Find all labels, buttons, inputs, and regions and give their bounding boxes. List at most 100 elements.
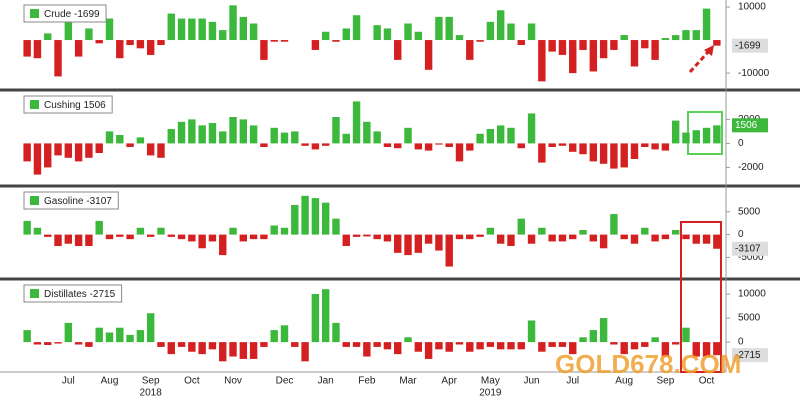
bar: [599, 234, 608, 249]
year-label: 2018: [140, 388, 163, 399]
bar: [208, 21, 217, 41]
bar: [54, 40, 62, 77]
bar: [496, 234, 505, 244]
legend-label: Gasoline -3107: [44, 196, 112, 207]
bar: [445, 234, 453, 267]
bar: [291, 131, 299, 144]
x-tick-label: Apr: [441, 376, 457, 387]
bar: [260, 143, 268, 147]
bar: [260, 342, 268, 347]
x-tick-label: Feb: [358, 376, 376, 387]
bar: [373, 342, 381, 347]
x-tick-label: Jun: [523, 376, 539, 387]
bar: [239, 16, 248, 41]
bar: [702, 127, 711, 144]
bar: [146, 143, 155, 156]
bar: [342, 28, 350, 41]
bar: [671, 230, 680, 235]
bar: [177, 121, 186, 144]
bar: [445, 342, 453, 352]
bar: [424, 342, 433, 359]
legend-box: [23, 95, 113, 114]
bar: [579, 143, 587, 155]
bar: [239, 342, 248, 359]
bar: [455, 143, 464, 162]
legend-label: Distillates -2715: [44, 289, 116, 300]
last-value-label: -2715: [735, 350, 761, 361]
bar: [558, 234, 567, 242]
bar: [95, 327, 103, 343]
bar: [692, 130, 700, 144]
bar: [352, 234, 361, 237]
bar: [126, 334, 134, 343]
x-tick-label: Mar: [399, 376, 417, 387]
bar: [569, 234, 577, 240]
legend-name: Distillates: [44, 289, 87, 300]
bar: [486, 21, 495, 41]
x-tick-label: May: [481, 376, 500, 387]
bar: [229, 5, 237, 41]
bar: [641, 40, 649, 49]
bar: [682, 327, 690, 343]
bar: [146, 234, 155, 237]
y-tick-label: 5000: [738, 313, 761, 324]
legend-box: [23, 191, 119, 210]
bar: [579, 230, 587, 235]
bar: [311, 198, 320, 235]
bar: [291, 342, 299, 347]
bar: [198, 18, 206, 41]
bar: [692, 30, 700, 41]
bar: [569, 40, 577, 74]
bar: [466, 143, 474, 151]
legend-box: [23, 284, 123, 303]
bar: [466, 234, 474, 240]
bar: [589, 40, 598, 72]
bar: [85, 342, 93, 347]
bar: [527, 113, 536, 144]
bar: [157, 342, 165, 347]
bar: [702, 234, 711, 244]
bar: [33, 40, 42, 59]
bar: [610, 40, 618, 50]
bar: [270, 40, 278, 42]
bar: [229, 227, 237, 235]
bar: [136, 137, 145, 144]
legend-box: [23, 4, 107, 23]
y-tick-label: 5000: [738, 206, 761, 217]
bar: [54, 342, 62, 344]
bar: [620, 234, 628, 240]
bar: [599, 40, 608, 59]
x-tick-label: Jul: [62, 376, 75, 387]
bar: [167, 234, 175, 237]
bar: [692, 342, 700, 357]
bar: [661, 38, 670, 41]
bar: [126, 143, 134, 147]
bar: [620, 342, 628, 355]
legend-swatch: [30, 289, 39, 298]
bar: [44, 143, 52, 168]
bar: [136, 227, 145, 235]
bar: [332, 117, 340, 144]
bar: [424, 40, 433, 70]
bar: [538, 143, 546, 163]
bar: [157, 40, 165, 45]
y-tick-label: -10000: [738, 68, 770, 79]
bar: [208, 123, 217, 144]
bar: [116, 135, 124, 144]
bar: [85, 143, 93, 158]
bar: [424, 143, 433, 151]
bar: [342, 342, 350, 347]
bar: [239, 119, 248, 144]
bar: [682, 132, 690, 144]
bar: [167, 129, 175, 144]
bar: [435, 143, 443, 145]
bar: [249, 234, 258, 240]
bar: [476, 342, 484, 350]
arrow: [688, 50, 710, 74]
bar: [177, 234, 186, 240]
bar: [414, 143, 423, 150]
x-tick-label: Aug: [101, 376, 119, 387]
bar: [64, 143, 73, 158]
bar: [311, 40, 320, 50]
